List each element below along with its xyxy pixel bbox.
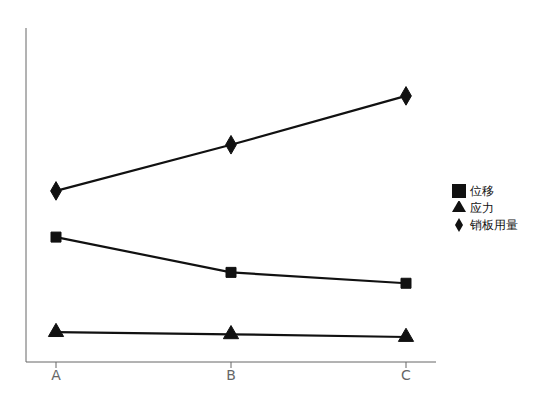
svg-text:C: C bbox=[401, 367, 411, 383]
svg-text:B: B bbox=[226, 367, 236, 383]
html-text:销板用量: 销板用量 bbox=[470, 217, 518, 232]
html-text:位移: 位移 bbox=[470, 183, 494, 198]
html-text:应力: 应力 bbox=[470, 200, 494, 215]
svg-text:A: A bbox=[51, 367, 61, 383]
